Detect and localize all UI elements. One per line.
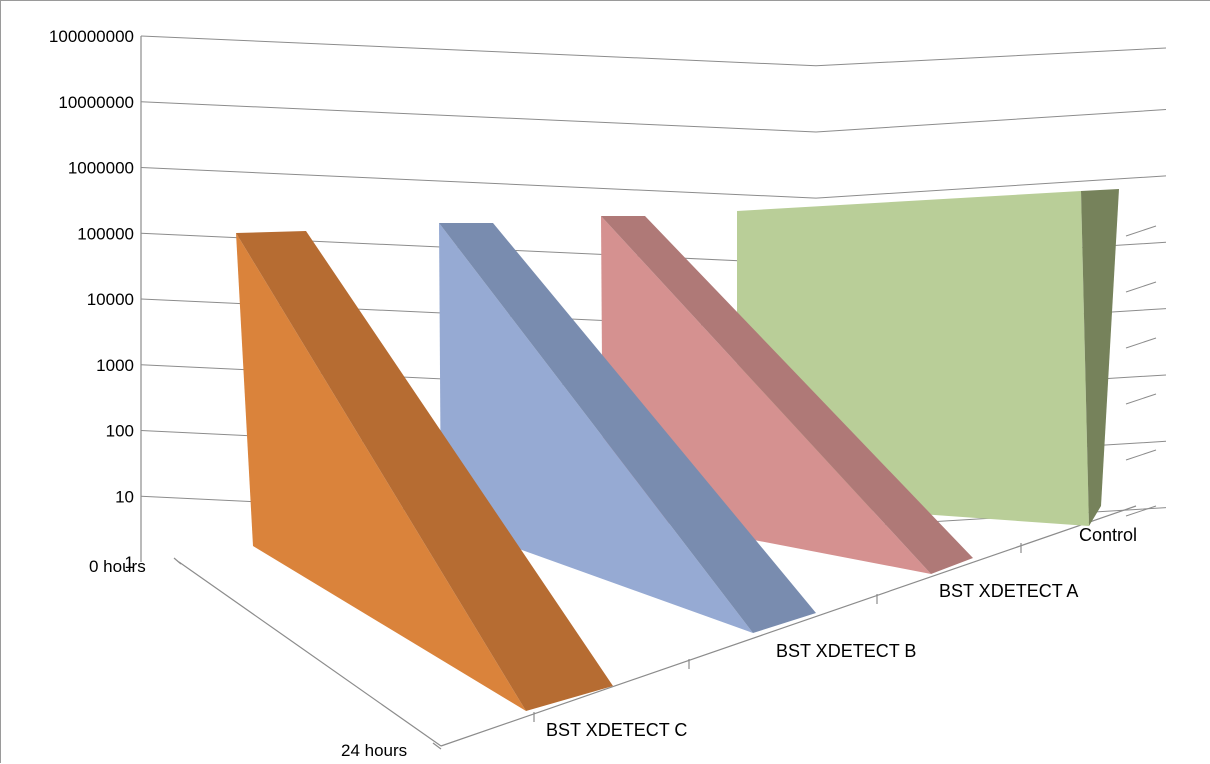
series-area-side	[439, 223, 816, 633]
x-tick-label: 24 hours	[341, 741, 407, 760]
side-wall-tick	[1125, 393, 1157, 405]
series-label: Control	[1079, 525, 1137, 545]
y-tick-label: 100	[106, 422, 134, 441]
side-wall-tick	[1125, 505, 1157, 517]
side-wall-tick	[1125, 225, 1157, 237]
axis-labels: 1 10 100 1000 10000 100000 1000000 10000000 1000…	[49, 27, 1137, 760]
y-tick-label: 10	[115, 487, 134, 506]
series-label: BST XDETECT B	[776, 641, 916, 661]
series-label: BST XDETECT A	[939, 581, 1078, 601]
gridline	[140, 167, 1167, 199]
axes	[140, 36, 1137, 750]
x-tick-label: 0 hours	[89, 557, 146, 576]
y-tick-label: 100000000	[49, 27, 134, 46]
series-area-side	[1081, 189, 1119, 526]
y-tick-label: 10000	[87, 290, 134, 309]
side-wall-tick	[1125, 281, 1157, 293]
y-tick-label: 100000	[77, 224, 134, 243]
series-areas	[236, 189, 1119, 711]
floor-depth-axis	[178, 561, 442, 747]
y-tick-label: 1000	[96, 356, 134, 375]
side-wall-tick	[1125, 449, 1157, 461]
series-label: BST XDETECT C	[546, 720, 687, 740]
series-area-side	[236, 231, 613, 711]
x-tick	[432, 742, 442, 750]
y-tick-label: 1000000	[68, 159, 134, 178]
y-tick-label: 10000000	[58, 93, 134, 112]
floor-series-axis	[440, 505, 1137, 747]
gridline	[140, 101, 1167, 133]
side-wall-tick	[1125, 337, 1157, 349]
y-tick-label: 1	[125, 553, 134, 572]
gridline	[140, 35, 1167, 67]
x-tick	[173, 557, 182, 565]
series-area-side	[601, 216, 973, 574]
